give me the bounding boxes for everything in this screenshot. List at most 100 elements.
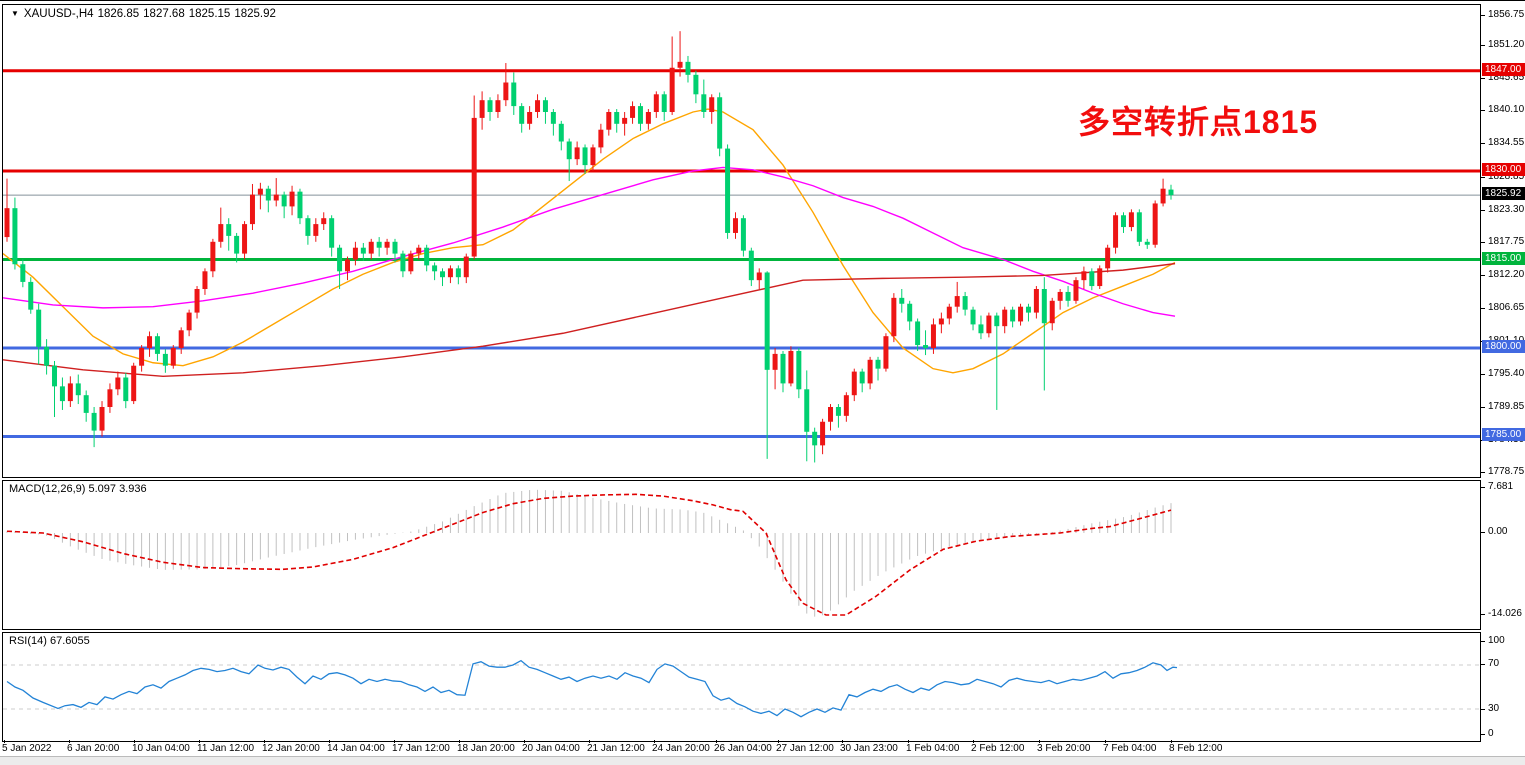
price-tick-mark: [1481, 275, 1485, 276]
indicator-tick-mark: [1481, 532, 1485, 533]
time-tick-label: 26 Jan 04:00: [714, 743, 772, 754]
time-tick-mark: [4, 740, 5, 743]
price-level-badge-1847.00: 1847.00: [1482, 63, 1525, 76]
window-bottom-edge: [0, 756, 1525, 765]
symbol-period-label: XAUUSD-,H4: [23, 8, 94, 20]
price-tick-label: 1778.75: [1488, 466, 1525, 477]
time-tick-mark: [459, 740, 460, 743]
indicator-tick-label: 7.681: [1488, 481, 1514, 492]
time-tick-mark: [134, 740, 135, 743]
time-axis[interactable]: 5 Jan 2022 6 Jan 20:00 10 Jan 04:00 11 Jan …: [0, 740, 1481, 756]
rsi-pane[interactable]: RSI(14) 67.6055: [2, 632, 1481, 742]
indicator-tick-mark: [1481, 614, 1485, 615]
rsi-chart: [3, 659, 1480, 718]
time-tick-mark: [1105, 740, 1106, 743]
price-tick-mark: [1481, 45, 1485, 46]
indicator-tick-label: 70: [1488, 658, 1500, 669]
price-axis[interactable]: 1856.75 1851.20 1845.65 1840.10 1834.55 1828.…: [1481, 1, 1525, 756]
price-tick-label: 1834.55: [1488, 137, 1525, 148]
time-tick-label: 2 Feb 12:00: [971, 743, 1025, 754]
main-chart-pane[interactable]: ▼ XAUUSD-,H4 1826.85 1827.68 1825.15 1825.92 …: [2, 4, 1481, 478]
rsi-line: [6, 659, 1178, 718]
price-tick-mark: [1481, 242, 1485, 243]
price-tick-label: 1823.30: [1488, 204, 1525, 215]
price-level-badge-1800.00: 1800.00: [1482, 340, 1525, 353]
time-tick-mark: [654, 740, 655, 743]
time-tick-label: 14 Jan 04:00: [327, 743, 385, 754]
indicator-tick-mark: [1481, 734, 1485, 735]
time-tick-mark: [264, 740, 265, 743]
time-tick-mark: [524, 740, 525, 743]
indicator-tick-label: 0.00: [1488, 526, 1508, 537]
indicator-tick-mark: [1481, 664, 1485, 665]
macd-signal-line: [6, 493, 1172, 616]
rsi-label: RSI(14) 67.6055: [9, 635, 90, 647]
time-tick-label: 27 Jan 12:00: [776, 743, 834, 754]
price-tick-label: 1840.10: [1488, 104, 1525, 115]
price-tick-mark: [1481, 472, 1485, 473]
price-tick-mark: [1481, 15, 1485, 16]
collapse-chart-icon[interactable]: ▼: [11, 9, 19, 18]
price-tick-label: 1812.20: [1488, 269, 1525, 280]
indicator-tick-label: 30: [1488, 703, 1500, 714]
price-tick-label: 1856.75: [1488, 9, 1525, 20]
indicator-tick-label: -14.026: [1488, 608, 1522, 619]
macd-pane[interactable]: MACD(12,26,9) 5.097 3.936: [2, 480, 1481, 630]
ma-mid-magenta: [3, 166, 1176, 317]
ohlc-low: 1825.15: [188, 8, 231, 20]
candlestick-chart: [3, 31, 1480, 463]
time-tick-label: 5 Jan 2022: [2, 743, 52, 754]
time-tick-label: 30 Jan 23:00: [840, 743, 898, 754]
time-tick-label: 21 Jan 12:00: [587, 743, 645, 754]
time-tick-mark: [842, 740, 843, 743]
time-tick-label: 6 Jan 20:00: [67, 743, 120, 754]
time-tick-label: 24 Jan 20:00: [652, 743, 710, 754]
ohlc-close: 1825.92: [234, 8, 276, 20]
macd-label: MACD(12,26,9) 5.097 3.936: [9, 483, 147, 495]
time-tick-label: 12 Jan 20:00: [262, 743, 320, 754]
time-tick-label: 3 Feb 20:00: [1037, 743, 1091, 754]
price-tick-mark: [1481, 407, 1485, 408]
time-tick-mark: [908, 740, 909, 743]
time-tick-label: 17 Jan 12:00: [392, 743, 450, 754]
indicator-tick-mark: [1481, 709, 1485, 710]
time-tick-mark: [394, 740, 395, 743]
time-tick-mark: [778, 740, 779, 743]
time-tick-label: 8 Feb 12:00: [1169, 743, 1223, 754]
macd-histogram: [6, 489, 1172, 617]
time-tick-label: 20 Jan 04:00: [522, 743, 580, 754]
price-level-badge-1785.00: 1785.00: [1482, 428, 1525, 441]
time-tick-mark: [69, 740, 70, 743]
price-tick-label: 1845.65: [1488, 72, 1525, 83]
time-tick-mark: [199, 740, 200, 743]
price-tick-mark: [1481, 110, 1485, 111]
ma-fast-orange: [3, 108, 1176, 374]
price-tick-mark: [1481, 143, 1485, 144]
time-tick-mark: [589, 740, 590, 743]
time-tick-mark: [716, 740, 717, 743]
time-tick-label: 7 Feb 04:00: [1103, 743, 1157, 754]
price-tick-label: 1806.65: [1488, 302, 1525, 313]
macd-chart: [6, 489, 1172, 617]
price-level-badge-1825.92: 1825.92: [1482, 187, 1525, 200]
time-tick-mark: [973, 740, 974, 743]
price-tick-mark: [1481, 78, 1485, 79]
annotation-text: 多空转折点1815: [1078, 104, 1319, 140]
time-tick-label: 1 Feb 04:00: [906, 743, 960, 754]
indicator-tick-label: 0: [1488, 728, 1494, 739]
time-tick-mark: [329, 740, 330, 743]
time-tick-label: 18 Jan 20:00: [457, 743, 515, 754]
price-level-badge-1815.00: 1815.00: [1482, 252, 1525, 265]
time-tick-label: 11 Jan 12:00: [197, 743, 255, 754]
candles-layer: [4, 31, 1174, 463]
price-tick-label: 1851.20: [1488, 39, 1525, 50]
price-level-badge-1830.00: 1830.00: [1482, 163, 1525, 176]
ma-slow-darkred: [3, 262, 1176, 378]
chart-info-bar: ▼ XAUUSD-,H4 1826.85 1827.68 1825.15 1825.92: [11, 8, 276, 20]
indicator-tick-mark: [1481, 487, 1485, 488]
time-tick-label: 10 Jan 04:00: [132, 743, 190, 754]
ohlc-high: 1827.68: [143, 8, 185, 20]
price-tick-label: 1795.40: [1488, 368, 1525, 379]
price-tick-mark: [1481, 210, 1485, 211]
